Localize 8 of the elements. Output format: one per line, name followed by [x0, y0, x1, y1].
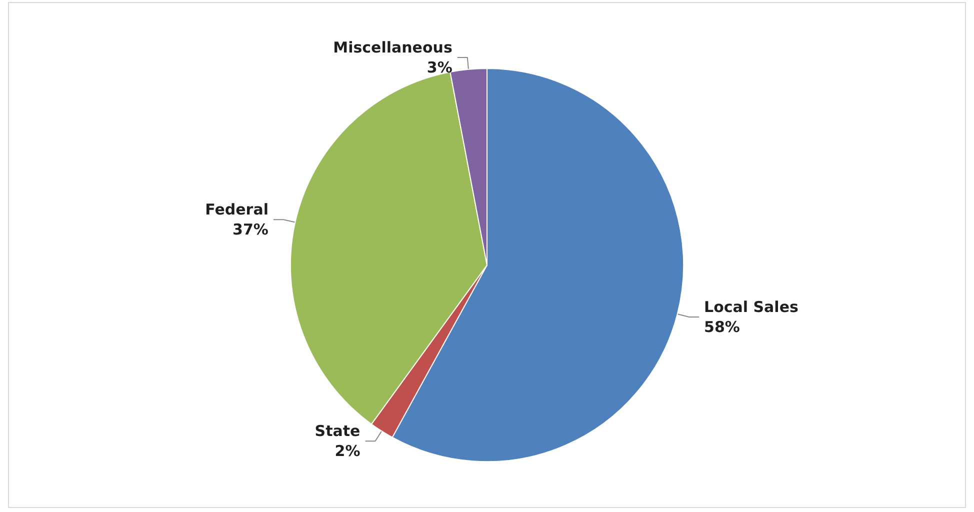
data-label: 37% [232, 220, 268, 239]
slice-label: Miscellaneous [333, 38, 452, 56]
data-label: 2% [334, 442, 360, 460]
slice-label: Local Sales [704, 298, 798, 316]
data-label: 3% [426, 58, 452, 76]
slice-label: State [314, 422, 360, 440]
slice-label: Federal [205, 200, 268, 219]
data-label: 58% [704, 318, 740, 336]
